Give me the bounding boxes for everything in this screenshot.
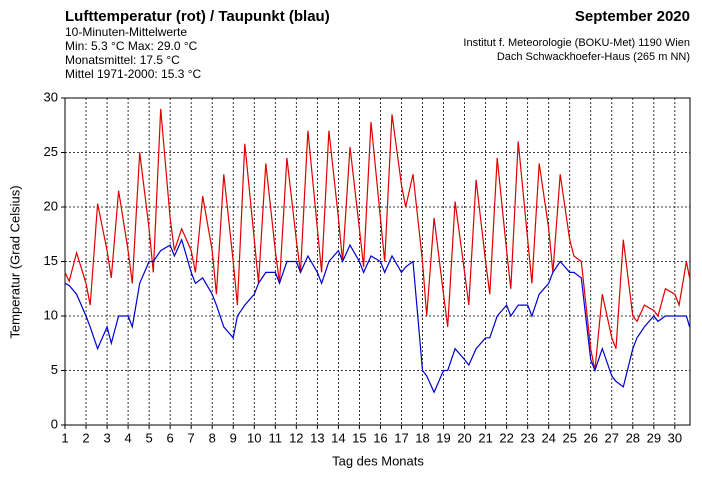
y-tick-label: 5	[51, 362, 58, 377]
x-tick-label: 23	[520, 430, 534, 445]
y-axis-label: Temperatur (Grad Celsius)	[7, 185, 22, 338]
x-tick-label: 15	[352, 430, 366, 445]
x-tick-label: 30	[668, 430, 682, 445]
x-tick-label: 18	[415, 430, 429, 445]
x-tick-label: 5	[146, 430, 153, 445]
x-tick-label: 27	[605, 430, 619, 445]
x-tick-label: 29	[647, 430, 661, 445]
x-tick-label: 19	[436, 430, 450, 445]
x-tick-label: 21	[478, 430, 492, 445]
x-tick-label: 9	[230, 430, 237, 445]
x-tick-label: 17	[394, 430, 408, 445]
x-tick-label: 1	[61, 430, 68, 445]
y-tick-label: 15	[44, 253, 58, 268]
info-line: Min: 5.3 °C Max: 29.0 °C	[65, 39, 198, 53]
x-tick-label: 22	[499, 430, 513, 445]
date-title: September 2020	[575, 8, 690, 25]
x-tick-label: 10	[247, 430, 261, 445]
x-tick-label: 8	[209, 430, 216, 445]
x-axis-label: Tag des Monats	[332, 453, 424, 468]
source-line: Institut f. Meteorologie (BOKU-Met) 1190…	[463, 37, 690, 49]
data-line	[64, 237, 691, 394]
x-tick-label: 12	[289, 430, 303, 445]
y-tick-label: 25	[44, 144, 58, 159]
x-tick-label: 28	[626, 430, 640, 445]
x-tick-label: 16	[373, 430, 387, 445]
x-tick-label: 4	[124, 430, 131, 445]
x-tick-label: 3	[103, 430, 110, 445]
y-tick-label: 0	[51, 416, 58, 431]
x-tick-label: 13	[310, 430, 324, 445]
y-tick-label: 20	[44, 198, 58, 213]
x-tick-label: 6	[167, 430, 174, 445]
y-tick-label: 30	[44, 89, 58, 104]
x-tick-label: 26	[584, 430, 598, 445]
y-tick-label: 10	[44, 307, 58, 322]
x-tick-label: 7	[188, 430, 195, 445]
x-tick-label: 11	[269, 430, 283, 445]
x-tick-label: 14	[331, 430, 345, 445]
x-tick-label: 2	[82, 430, 89, 445]
chart-title: Lufttemperatur (rot) / Taupunkt (blau)	[65, 8, 330, 25]
info-line: 10-Minuten-Mittelwerte	[65, 25, 187, 39]
source-line: Dach Schwackhoefer-Haus (265 m NN)	[497, 51, 690, 63]
info-line: Mittel 1971-2000: 15.3 °C	[65, 67, 202, 81]
data-line	[64, 108, 691, 371]
x-tick-label: 20	[457, 430, 471, 445]
x-tick-label: 24	[541, 430, 555, 445]
plot-frame	[64, 97, 691, 426]
x-tick-label: 25	[562, 430, 576, 445]
info-line: Monatsmittel: 17.5 °C	[65, 53, 180, 67]
